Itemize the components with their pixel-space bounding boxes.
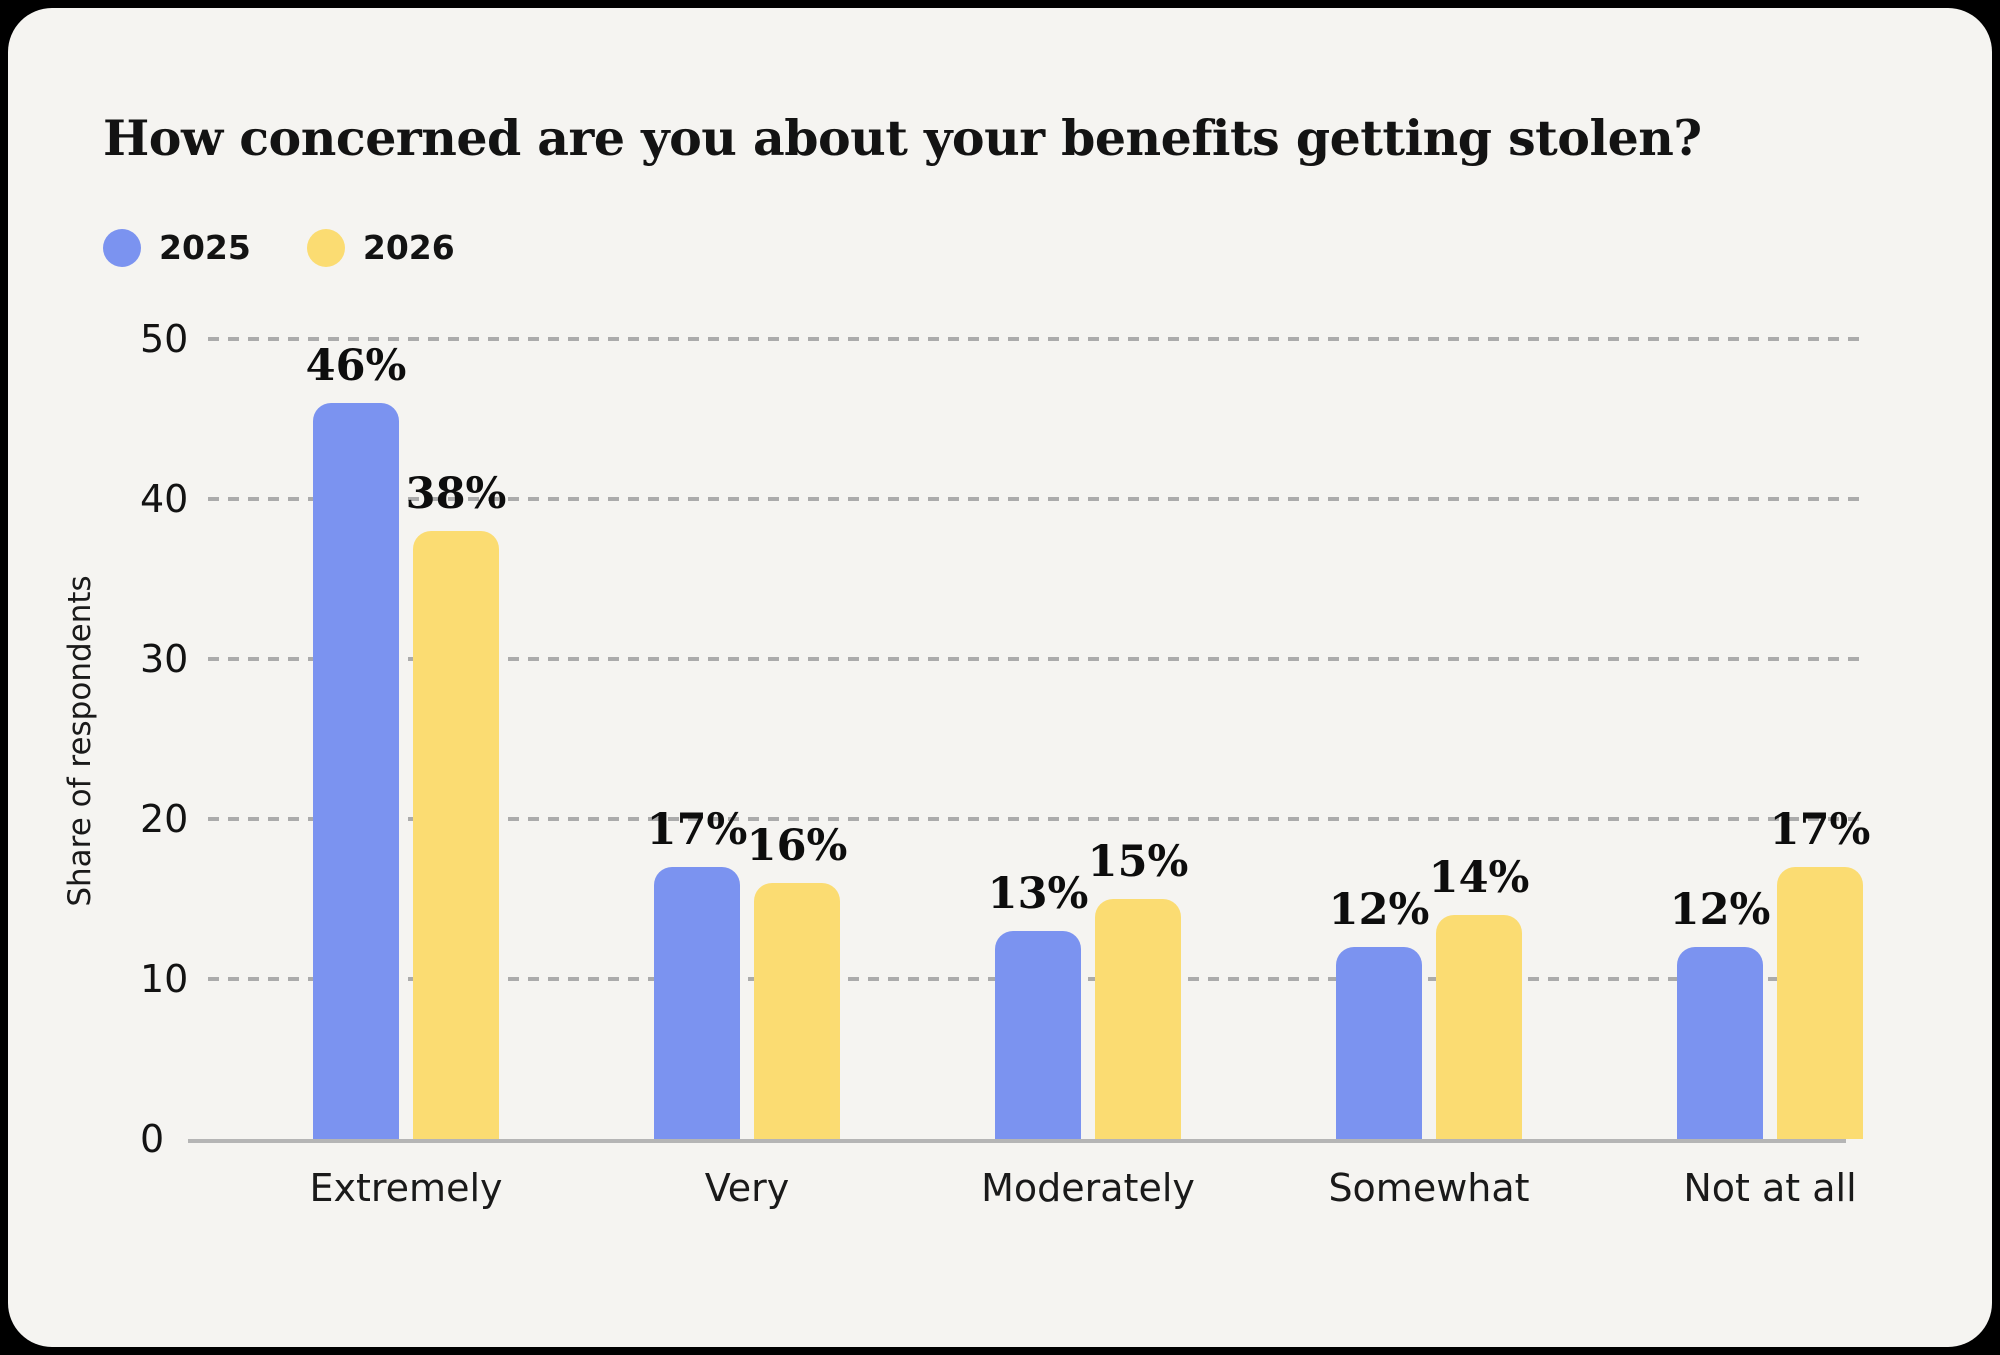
bar-2026-extremely	[413, 531, 499, 1139]
y-tick-40: 40	[140, 477, 189, 521]
bar-2025-extremely	[313, 403, 399, 1139]
legend-item-2025: 2025	[103, 228, 251, 267]
bar-2025-very	[654, 867, 740, 1139]
bar-value-2026-very: 16%	[746, 821, 848, 871]
legend: 2025 2026	[103, 228, 455, 267]
y-tick-50: 50	[140, 317, 189, 361]
x-category-not-at-all: Not at all	[1683, 1166, 1857, 1210]
y-axis-title: Share of respondents	[62, 575, 98, 907]
bar-value-2026-moderately: 15%	[1087, 837, 1189, 887]
gridline-30	[208, 657, 1868, 661]
legend-label-2026: 2026	[362, 228, 455, 267]
gridline-50	[208, 337, 1868, 341]
x-axis-line	[188, 1139, 1846, 1143]
bar-value-2026-somewhat: 14%	[1428, 853, 1530, 903]
x-category-moderately: Moderately	[981, 1166, 1195, 1210]
legend-label-2025: 2025	[159, 228, 251, 267]
x-category-extremely: Extremely	[309, 1166, 503, 1210]
bar-2025-not-at-all	[1677, 947, 1763, 1139]
bar-2026-moderately	[1095, 899, 1181, 1139]
y-tick-20: 20	[140, 797, 189, 841]
bar-value-2025-moderately: 13%	[987, 869, 1089, 919]
bar-value-2026-extremely: 38%	[405, 469, 507, 519]
x-category-very: Very	[704, 1166, 790, 1210]
bar-2026-very	[754, 883, 840, 1139]
gridline-40	[208, 497, 1868, 501]
chart-card: How concerned are you about your benefit…	[8, 8, 1992, 1347]
legend-item-2026: 2026	[306, 228, 455, 267]
x-category-somewhat: Somewhat	[1328, 1166, 1530, 1210]
bar-value-2025-very: 17%	[646, 805, 748, 855]
y-tick-30: 30	[140, 637, 189, 681]
y-tick-10: 10	[140, 957, 189, 1001]
y-tick-0: 0	[140, 1117, 165, 1161]
bar-2026-not-at-all	[1777, 867, 1863, 1139]
chart-title: How concerned are you about your benefit…	[103, 108, 1702, 167]
legend-swatch-2026-icon	[306, 228, 345, 267]
bar-value-2025-somewhat: 12%	[1328, 885, 1430, 935]
bar-value-2026-not-at-all: 17%	[1769, 805, 1871, 855]
bar-2025-somewhat	[1336, 947, 1422, 1139]
bar-2025-moderately	[995, 931, 1081, 1139]
bar-value-2025-extremely: 46%	[305, 341, 407, 391]
bar-2026-somewhat	[1436, 915, 1522, 1139]
gridline-20	[208, 817, 1868, 821]
bar-value-2025-not-at-all: 12%	[1669, 885, 1771, 935]
legend-swatch-2025-icon	[103, 228, 141, 267]
